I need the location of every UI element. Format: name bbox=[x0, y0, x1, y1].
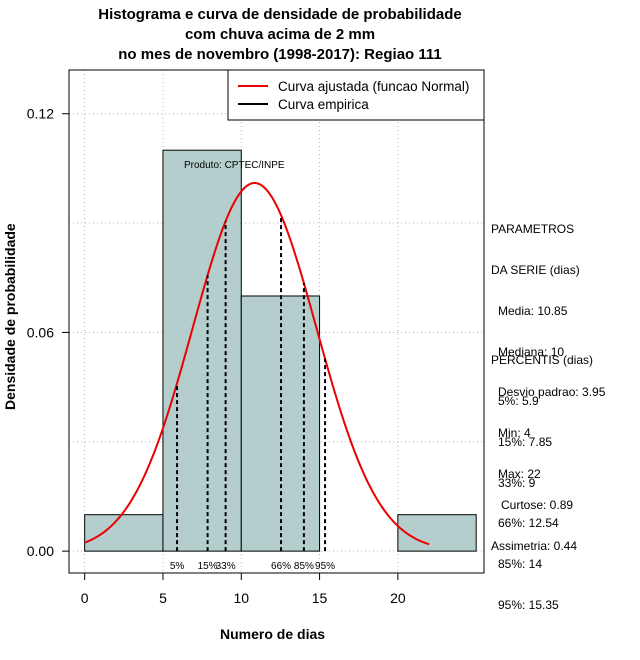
percentile-label-5: 5% bbox=[170, 561, 185, 572]
percentile-label-95: 95% bbox=[315, 561, 335, 572]
chart-title-line-2: com chuva acima de 2 mm bbox=[184, 26, 376, 43]
x-axis-label: Numero de dias bbox=[220, 626, 326, 642]
legend: Curva ajustada (funcao Normal) Curva emp… bbox=[227, 69, 485, 121]
x-tick-label-15: 15 bbox=[312, 590, 328, 606]
percentile-85: 85%: 14 bbox=[498, 557, 543, 572]
percentile-label-85: 85% bbox=[294, 561, 314, 572]
chart-title-line-1: Histograma e curva de densidade de proba… bbox=[98, 6, 462, 23]
parameter-max: Max: 22 bbox=[498, 466, 541, 481]
percentile-markers: 5% 15%33% 66% 85% 95% bbox=[170, 215, 335, 572]
legend-normal-label: Curva ajustada (funcao Normal) bbox=[278, 79, 469, 94]
parameter-min: Min: 4 bbox=[498, 426, 531, 441]
percentile-label-15: 15% bbox=[198, 561, 218, 572]
legend-empirical-label: Curva empirica bbox=[278, 97, 369, 112]
histogram-bar-4 bbox=[397, 514, 477, 552]
axes: 0 5 10 15 20 0.00 0.06 0.12 bbox=[27, 106, 406, 606]
percentile-label-66: 66% bbox=[271, 561, 291, 572]
y-tick-label-1: 0.06 bbox=[27, 324, 54, 340]
legend-box bbox=[227, 69, 485, 121]
percentile-66: 66%: 12.54 bbox=[498, 516, 559, 531]
normal-curve-line bbox=[84, 182, 430, 546]
percentile-label-33: 33% bbox=[216, 561, 236, 572]
curtose-value: Curtose: 0.89 bbox=[501, 498, 574, 513]
parameters-heading-1: PARAMETROS bbox=[491, 222, 575, 237]
credit-text: Produto: CPTEC/INPE bbox=[184, 160, 285, 171]
parameter-desvio: Desvio padrao: 3.95 bbox=[498, 385, 606, 400]
x-tick-label-0: 0 bbox=[81, 590, 89, 606]
x-tick-label-10: 10 bbox=[233, 590, 249, 606]
x-tick-label-20: 20 bbox=[390, 590, 406, 606]
y-axis-label: Densidade de probabilidade bbox=[2, 223, 18, 410]
parameter-mediana: Mediana: 10 bbox=[498, 344, 565, 359]
percentile-33: 33%: 9 bbox=[498, 475, 536, 490]
percentile-5: 5%: 5.9 bbox=[498, 393, 539, 408]
chart-title-line-3: no mes de novembro (1998-2017): Regiao 1… bbox=[118, 46, 442, 63]
percentile-95: 95%: 15.35 bbox=[498, 597, 559, 612]
y-tick-label-2: 0.12 bbox=[27, 106, 54, 122]
x-tick-label-5: 5 bbox=[159, 590, 167, 606]
assimetria-value: Assimetria: 0.44 bbox=[491, 538, 578, 553]
histogram-bars bbox=[84, 149, 477, 552]
parameter-media: Media: 10.85 bbox=[498, 303, 568, 318]
parameters-panel: PARAMETROS DA SERIE (dias) Media: 10.85 … bbox=[491, 196, 605, 495]
parameters-heading-2: DA SERIE (dias) bbox=[491, 262, 580, 277]
histogram-bar-0 bbox=[84, 514, 164, 552]
shape-panel: Curtose: 0.89 Assimetria: 0.44 bbox=[491, 472, 577, 567]
percentile-15: 15%: 7.85 bbox=[498, 434, 553, 449]
percentiles-panel: PERCENTIS (dias) 5%: 5.9 15%: 7.85 33%: … bbox=[491, 327, 593, 626]
percentiles-heading: PERCENTIS (dias) bbox=[491, 353, 594, 368]
normal-curve-layer bbox=[84, 182, 430, 546]
y-tick-label-0: 0.00 bbox=[27, 543, 54, 559]
